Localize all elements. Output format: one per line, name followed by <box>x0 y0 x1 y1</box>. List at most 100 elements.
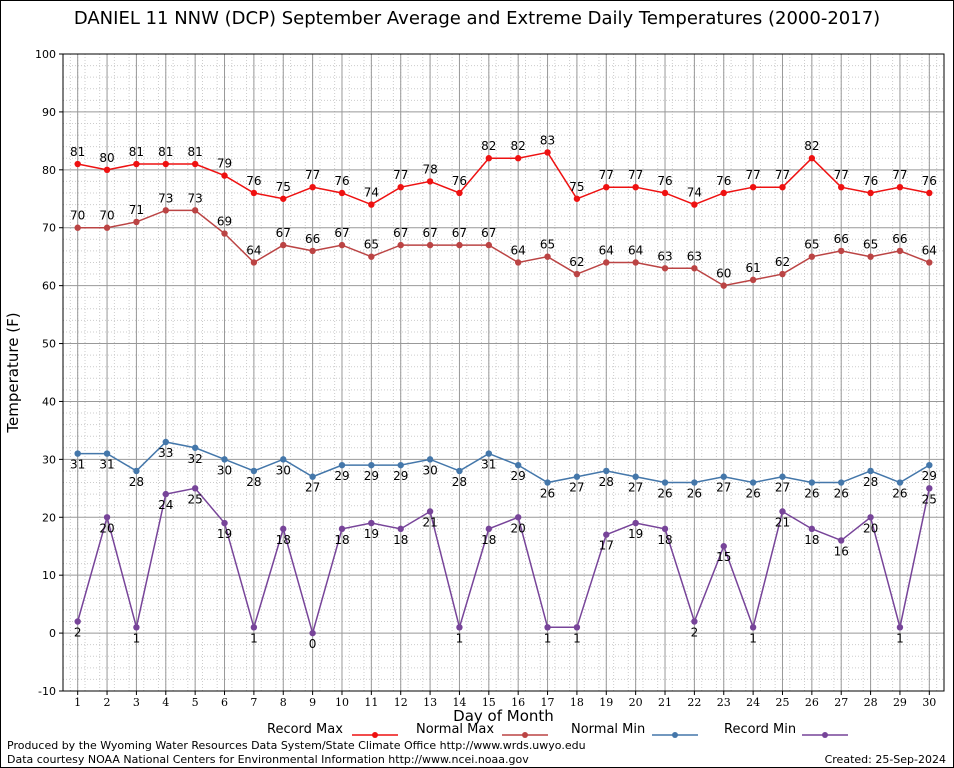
normal-max-point <box>808 253 816 260</box>
record-min-point <box>867 514 874 521</box>
record-min-data-label: 1 <box>133 631 141 645</box>
normal-min-data-label: 29 <box>393 469 408 483</box>
normal-min-data-label: 31 <box>481 458 496 472</box>
normal-min-point <box>280 456 287 463</box>
normal-min-point <box>632 473 639 480</box>
y-tick-label: 20 <box>42 511 56 524</box>
record-max-point <box>103 166 111 174</box>
footer-data-courtesy: Data courtesy NOAA National Centers for … <box>7 753 529 766</box>
record-min-line <box>76 487 931 636</box>
record-max-data-label: 82 <box>481 139 496 153</box>
record-max-data-label: 76 <box>452 174 467 188</box>
normal-min-data-label: 27 <box>775 481 790 495</box>
normal-min-point <box>573 473 581 480</box>
normal-min-data-label: 30 <box>217 463 232 477</box>
normal-max-data-label: 61 <box>745 261 760 275</box>
y-tick-label: 100 <box>35 48 56 61</box>
normal-min-point <box>368 461 375 469</box>
normal-min-point <box>514 461 522 469</box>
footer-created: Created: 25-Sep-2024 <box>824 753 946 766</box>
x-tick-label: 24 <box>746 696 760 709</box>
normal-max-point <box>103 224 111 231</box>
x-tick-label: 6 <box>221 696 228 709</box>
x-tick-label: 7 <box>250 696 257 709</box>
record-min-point <box>544 624 551 631</box>
record-min-point <box>309 629 316 637</box>
normal-min-point <box>749 479 757 486</box>
record-max-data-label: 74 <box>687 186 702 200</box>
record-min-data-label: 2 <box>74 626 82 640</box>
x-tick-label: 5 <box>192 696 199 709</box>
record-min-point <box>456 624 463 631</box>
normal-min-point <box>162 438 169 446</box>
record-max-data-label: 76 <box>657 174 672 188</box>
record-max-data-label: 77 <box>775 168 790 182</box>
normal-min-point <box>74 450 81 457</box>
record-min-data-label: 21 <box>775 515 790 529</box>
record-max-point <box>456 189 463 197</box>
record-max-point <box>691 201 698 208</box>
normal-min-point <box>896 479 904 486</box>
record-min-data-label: 18 <box>276 533 291 547</box>
record-max-data-label: 81 <box>70 145 85 159</box>
x-tick-label: 26 <box>805 696 819 709</box>
record-max-data-label: 82 <box>804 139 819 153</box>
record-max-data-label: 81 <box>188 145 203 159</box>
normal-max-line <box>77 209 930 287</box>
y-tick-label: 10 <box>42 569 56 582</box>
legend-label-normal-min: Normal Min <box>571 722 646 737</box>
record-min-data-label: 1 <box>749 631 757 645</box>
normal-min-data-label: 30 <box>422 463 437 477</box>
record-min-point <box>250 624 258 631</box>
normal-max-data-label: 63 <box>657 249 672 263</box>
x-tick-label: 3 <box>133 696 140 709</box>
x-tick-label: 19 <box>599 696 613 709</box>
normal-min-data-label: 28 <box>129 475 144 489</box>
normal-max-data-label: 71 <box>129 203 144 217</box>
record-min-data-label: 19 <box>364 527 379 541</box>
x-tick-label: 27 <box>834 696 848 709</box>
legend-swatch-normal-max <box>502 732 548 738</box>
normal-min-point <box>133 467 140 475</box>
normal-min-point <box>485 450 493 457</box>
normal-min-point <box>926 461 933 469</box>
record-min-point <box>661 525 669 533</box>
x-tick-label: 15 <box>482 696 496 709</box>
x-tick-label: 2 <box>104 696 111 709</box>
record-max-point <box>133 160 140 168</box>
legend-swatch-record-max <box>352 732 398 738</box>
record-max-point <box>867 189 874 197</box>
record-min-point <box>426 508 434 515</box>
record-min-point <box>603 531 610 538</box>
normal-min-point <box>867 467 874 475</box>
x-tick-label: 17 <box>541 696 555 709</box>
record-min-point <box>103 514 111 521</box>
x-tick-label: 16 <box>511 696 525 709</box>
record-max-data-label: 82 <box>511 139 526 153</box>
record-max-point <box>779 183 786 191</box>
x-tick-label: 11 <box>364 696 378 709</box>
record-max-data-label: 77 <box>745 168 760 182</box>
record-max-data-label: 75 <box>569 180 584 194</box>
normal-max-point <box>573 270 581 278</box>
y-axis-label: Temperature (F) <box>4 312 22 433</box>
normal-max-point <box>456 241 463 249</box>
normal-max-data-label: 67 <box>393 226 408 240</box>
y-tick-label: 40 <box>42 395 56 408</box>
normal-max-data-label: 65 <box>364 238 379 252</box>
record-max-data-label: 78 <box>422 162 437 176</box>
normal-max-point <box>162 207 169 214</box>
normal-max-point <box>867 253 874 260</box>
record-max-point <box>426 178 434 185</box>
normal-min-point <box>603 467 610 475</box>
normal-min-data-label: 28 <box>599 475 614 489</box>
x-tick-label: 9 <box>309 696 316 709</box>
record-min-data-label: 25 <box>922 492 937 506</box>
normal-max-data-label: 64 <box>628 243 643 257</box>
normal-max-point <box>133 218 140 226</box>
normal-min-point <box>250 467 258 475</box>
record-min-data-label: 18 <box>481 533 496 547</box>
normal-max-point <box>280 241 287 249</box>
normal-max-point <box>779 270 786 278</box>
record-max-point <box>838 183 845 191</box>
